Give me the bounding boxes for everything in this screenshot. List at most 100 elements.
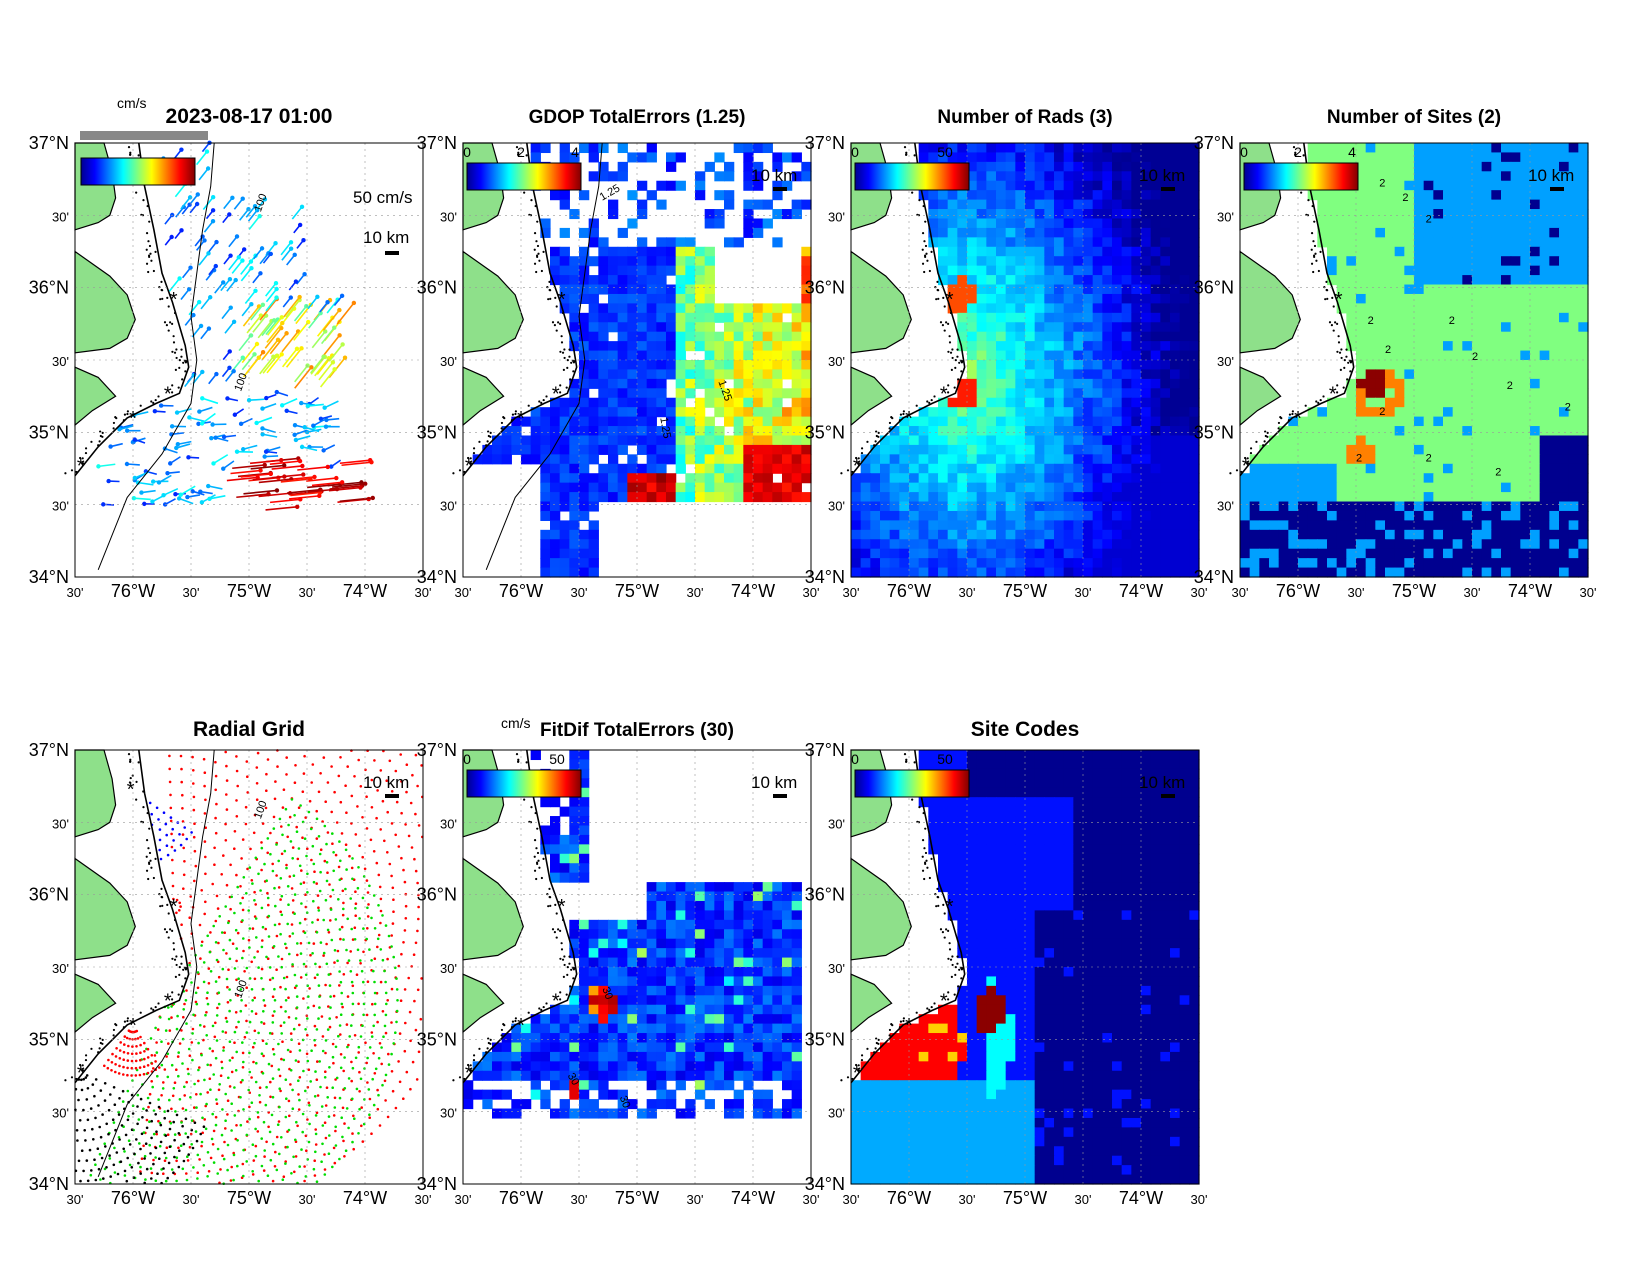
data-cell [860,482,871,493]
data-cell [617,293,628,304]
data-cell [1559,331,1570,342]
data-cell [627,246,638,257]
radial-grid-point [178,833,181,836]
current-vector-head [227,365,232,371]
data-cell [1034,435,1045,446]
data-cell [704,209,715,220]
coast-islet [928,269,931,273]
data-cell [1433,473,1444,484]
data-cell [860,510,871,521]
data-cell [1510,293,1521,304]
radial-grid-point [169,819,173,823]
data-cell [1121,331,1132,342]
current-vector-head [124,428,130,433]
current-vector [98,463,116,468]
radial-grid-point [226,985,229,989]
data-cell [1073,180,1084,191]
data-cell [1365,463,1376,474]
data-cell [986,501,997,512]
data-cell [1356,218,1367,229]
data-cell [1394,331,1405,342]
data-cell [1327,256,1338,267]
data-cell [1034,275,1045,286]
data-cell [762,388,773,399]
coast-islet [1340,356,1343,360]
data-cell [540,558,551,569]
data-cell [1539,275,1550,286]
data-cell [1044,397,1055,408]
current-vector [184,374,195,388]
data-cell [986,284,997,295]
data-cell [1549,265,1560,276]
coast-islet [905,153,908,156]
data-cell [860,454,871,465]
current-vector [290,491,321,497]
data-cell [1452,303,1463,314]
data-cell [627,473,638,484]
data-cell [1005,256,1016,267]
radial-grid-point [297,806,301,809]
coast-islet [860,451,864,455]
data-cell [1102,473,1113,484]
data-cell [1539,473,1550,484]
lat-tick-label: 30' [1217,499,1234,514]
radial-grid-point [249,847,252,851]
data-cell [928,463,939,474]
data-cell [1112,426,1123,437]
data-cell [1549,312,1560,323]
data-cell [1307,558,1318,569]
data-cell [1150,473,1161,484]
data-cell [909,510,920,521]
data-cell [947,143,958,154]
coast-islet [561,311,565,315]
data-cell [666,161,677,172]
data-cell [1501,510,1512,521]
coast-islet [547,298,550,301]
data-cell [938,246,949,257]
data-cell [695,492,706,503]
data-cell [1443,529,1454,540]
data-cell [1307,435,1318,446]
data-cell [1015,388,1026,399]
data-cell [1481,341,1492,352]
radial-grid-point [266,891,269,895]
coast-islet [1249,447,1253,450]
data-cell [1356,529,1367,540]
current-vector-head [260,350,266,355]
data-cell [1423,199,1434,210]
radial-grid-point [302,997,305,1000]
data-cell [1025,303,1036,314]
data-cell [1375,378,1386,389]
data-cell [1044,463,1055,474]
data-cell [1083,407,1094,418]
data-cell [1404,171,1415,182]
data-cell [579,510,590,521]
data-cell [957,199,968,210]
data-cell [1404,492,1415,503]
current-vector-head [131,496,137,501]
data-cell [1327,275,1338,286]
data-cell [540,473,551,484]
data-cell [1539,539,1550,550]
data-cell [870,473,881,484]
data-cell [1005,482,1016,493]
data-cell [627,331,638,342]
data-cell [1259,492,1270,503]
data-cell [1559,369,1570,380]
data-cell [1131,397,1142,408]
data-cell [947,501,958,512]
data-cell [1025,558,1036,569]
data-cell [1170,501,1181,512]
coast-islet [165,324,168,327]
data-cell [1433,303,1444,314]
data-cell [1092,369,1103,380]
data-cell [598,492,609,503]
data-cell [598,322,609,333]
data-cell [511,416,522,427]
data-cell [675,303,686,314]
data-cell [482,454,493,465]
km-scale-bar [1161,187,1175,191]
data-cell [1423,360,1434,371]
data-cell [588,171,599,182]
data-cell [1025,350,1036,361]
